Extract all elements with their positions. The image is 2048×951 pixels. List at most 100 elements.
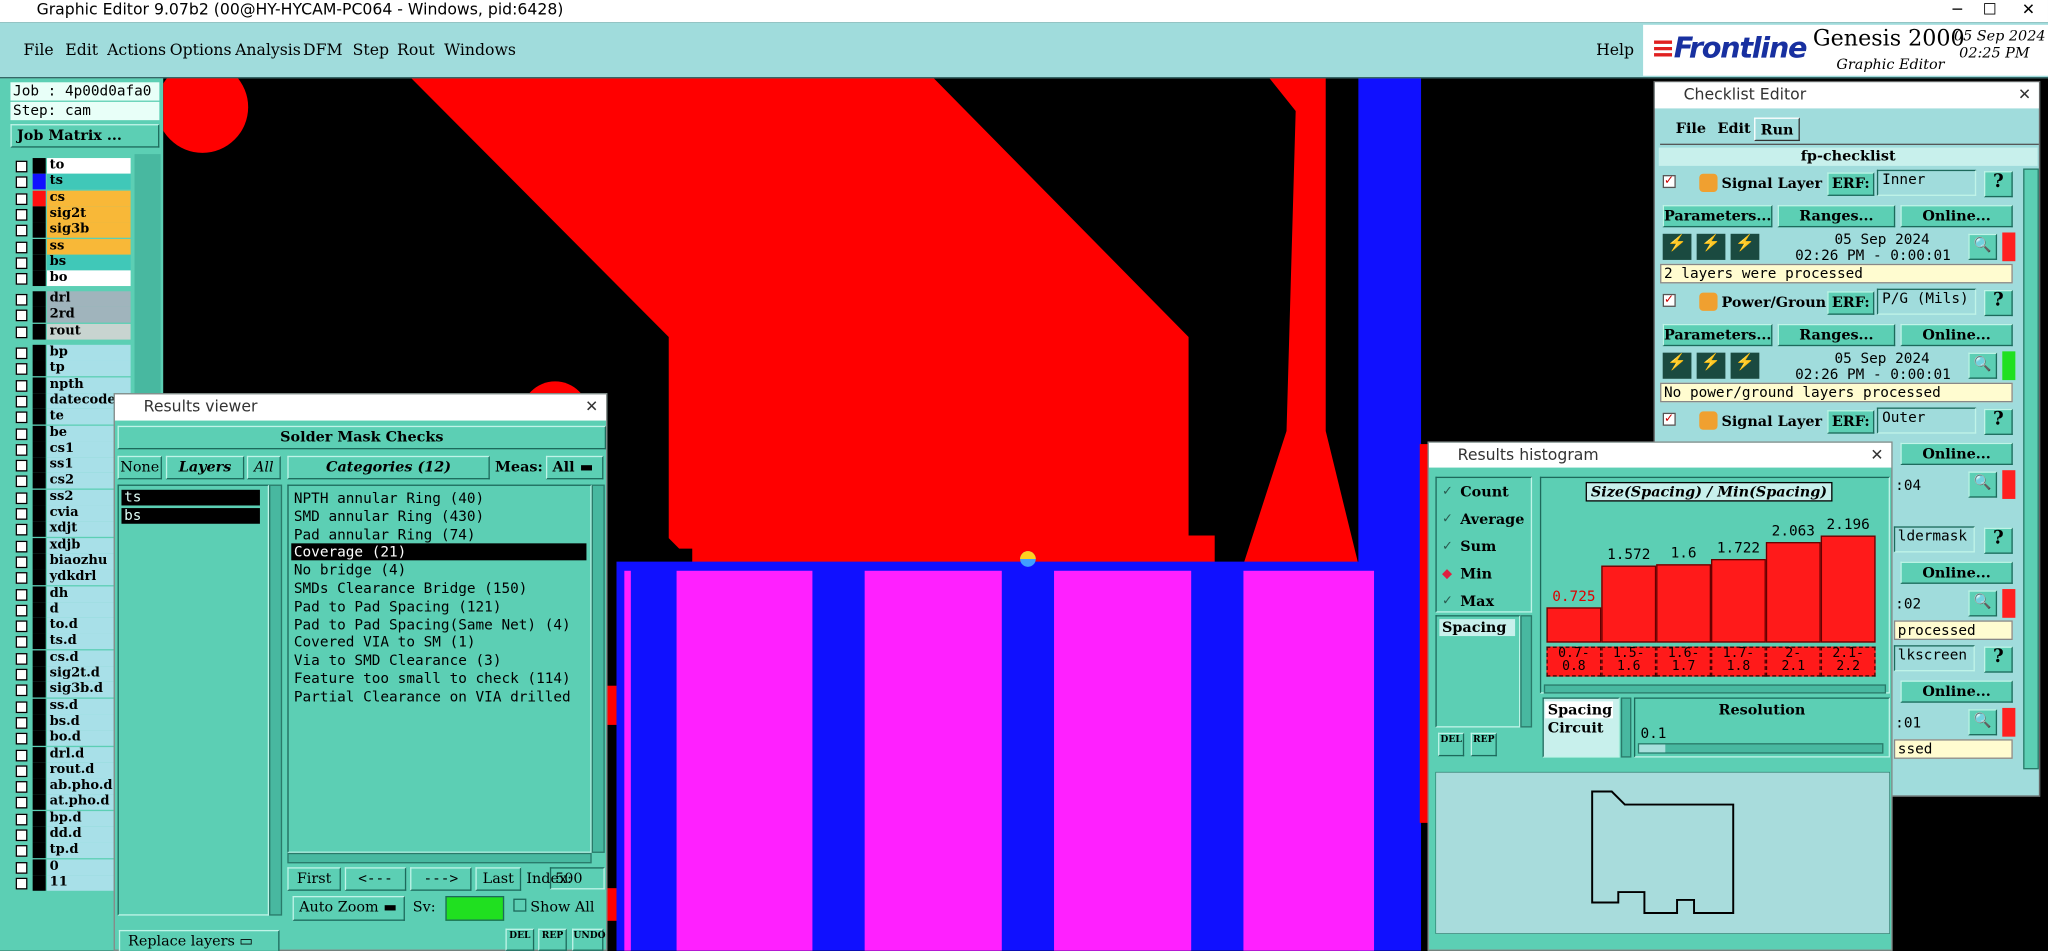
layer-checkbox[interactable]: [15, 604, 28, 617]
erf-button[interactable]: ERF:: [1827, 410, 1875, 434]
layers-button[interactable]: Layers: [165, 455, 245, 480]
replace-layers[interactable]: Replace layers ▭: [118, 929, 280, 951]
action-icon[interactable]: ⚡: [1730, 233, 1760, 260]
layer-name[interactable]: drl: [47, 291, 131, 307]
option[interactable]: Count: [1460, 483, 1509, 501]
online-button[interactable]: Online...: [1900, 680, 2013, 703]
menu-item[interactable]: Windows: [444, 40, 516, 59]
zoom-button[interactable]: 🔍: [1968, 471, 1998, 498]
layer-item[interactable]: ts: [121, 489, 260, 506]
layer-name[interactable]: sig3b: [47, 222, 131, 238]
layer-name[interactable]: sig2t: [47, 206, 131, 222]
layer-checkbox[interactable]: [15, 652, 28, 665]
help-button[interactable]: ?: [1983, 171, 2013, 198]
option[interactable]: Max: [1460, 592, 1495, 610]
layer-checkbox[interactable]: [15, 829, 28, 842]
category-item[interactable]: Pad to Pad Spacing(Same Net) (4): [293, 615, 571, 633]
layer-checkbox[interactable]: [15, 273, 28, 285]
category-item[interactable]: SMDs Clearance Bridge (150): [293, 579, 528, 597]
layer-checkbox[interactable]: [15, 176, 28, 189]
layer-name[interactable]: xdjt: [47, 521, 131, 538]
layer-name[interactable]: to.d: [47, 617, 131, 634]
layer-checkbox[interactable]: [15, 395, 28, 408]
layer-name[interactable]: ydkdrl: [47, 569, 131, 586]
menu-item[interactable]: DFM: [303, 40, 343, 59]
online-button[interactable]: Online...: [1900, 323, 2013, 347]
del-button[interactable]: DEL: [505, 928, 535, 951]
layer-checkbox[interactable]: [15, 309, 28, 322]
layer-name[interactable]: bo.d: [47, 730, 131, 747]
next-button[interactable]: --->: [410, 867, 472, 891]
layer-name[interactable]: to: [47, 158, 131, 174]
category-item[interactable]: Via to SMD Clearance (3): [293, 651, 502, 669]
layer-checkbox[interactable]: [15, 379, 28, 392]
first-button[interactable]: First: [287, 867, 341, 891]
layer-name[interactable]: 0: [47, 858, 131, 875]
menu-item[interactable]: Edit: [65, 40, 99, 59]
layer-name[interactable]: at.pho.d: [47, 794, 131, 811]
help-button[interactable]: ?: [1983, 646, 2013, 673]
layer-name[interactable]: ss2: [47, 489, 131, 506]
list-item[interactable]: Spacing: [1545, 701, 1614, 719]
measure-item[interactable]: Spacing: [1439, 619, 1516, 637]
layer-name[interactable]: tp: [47, 360, 131, 377]
layer-checkbox[interactable]: [15, 845, 28, 858]
layer-checkbox[interactable]: [15, 813, 28, 826]
help-button[interactable]: ?: [1983, 527, 2013, 554]
layer-checkbox[interactable]: [15, 781, 28, 793]
all-button[interactable]: All: [246, 455, 281, 480]
menu-item[interactable]: Analysis: [235, 40, 301, 59]
index-input[interactable]: 500: [549, 867, 605, 890]
layer-checkbox[interactable]: [15, 508, 28, 520]
layer-checkbox[interactable]: [15, 797, 28, 809]
layer-name[interactable]: drl.d: [47, 746, 131, 763]
layer-checkbox[interactable]: [15, 732, 28, 745]
layer-checkbox[interactable]: [15, 475, 28, 488]
layer-checkbox[interactable]: [15, 224, 28, 237]
item-check[interactable]: ✓: [1662, 293, 1676, 307]
layer-name[interactable]: 2rd: [47, 307, 131, 323]
erf-button[interactable]: ERF:: [1827, 172, 1875, 196]
layer-checkbox[interactable]: [15, 540, 28, 552]
category-item[interactable]: SMD annular Ring (430): [293, 507, 485, 525]
layer-name[interactable]: ss1: [47, 457, 131, 473]
category-item[interactable]: Covered VIA to SM (1): [293, 633, 476, 651]
menu-item[interactable]: File: [23, 40, 54, 59]
layer-name[interactable]: d: [47, 601, 131, 618]
layer-checkbox[interactable]: [15, 668, 28, 681]
layer-checkbox[interactable]: [15, 588, 28, 601]
layer-checkbox[interactable]: [15, 411, 28, 424]
header[interactable]: Solder Mask Checks: [117, 425, 607, 450]
layer-checkbox[interactable]: [15, 192, 28, 205]
parameters-button[interactable]: Parameters...: [1662, 323, 1773, 347]
layer-name[interactable]: rout: [47, 323, 131, 340]
erf-value[interactable]: Inner: [1876, 169, 1977, 196]
del-button[interactable]: DEL: [1438, 732, 1465, 757]
close[interactable]: ✕: [1870, 445, 1884, 464]
online-button[interactable]: Online...: [1900, 442, 2013, 465]
action-icon[interactable]: ⚡: [1662, 233, 1692, 260]
category-item[interactable]: Pad annular Ring (74): [293, 525, 476, 543]
layer-checkbox[interactable]: [15, 700, 28, 713]
layer-name[interactable]: dd.d: [47, 826, 131, 843]
checklist-menu-item[interactable]: Run: [1754, 117, 1801, 142]
meas-dropdown[interactable]: All ▬: [545, 455, 604, 480]
layer-checkbox[interactable]: [15, 443, 28, 456]
layer-checkbox[interactable]: [15, 765, 28, 777]
help-menu[interactable]: Help: [1596, 40, 1635, 59]
erf-button[interactable]: ERF:: [1827, 291, 1875, 315]
layer-name[interactable]: datecode-: [47, 392, 131, 409]
category-item[interactable]: Partial Clearance on VIA drilled: [293, 688, 571, 706]
layer-checkbox[interactable]: [15, 572, 28, 585]
layer-name[interactable]: npth: [47, 376, 131, 393]
layer-name[interactable]: bp.d: [47, 810, 131, 827]
sv-color[interactable]: [445, 895, 505, 921]
layer-name[interactable]: be: [47, 425, 131, 441]
layer-name[interactable]: rout.d: [47, 762, 131, 779]
layer-checkbox[interactable]: [15, 459, 28, 472]
option[interactable]: Average: [1460, 510, 1525, 528]
layer-name[interactable]: xdjb: [47, 537, 131, 554]
layer-checkbox[interactable]: [15, 636, 28, 649]
close[interactable]: ✕: [585, 397, 599, 416]
layer-checkbox[interactable]: [15, 427, 28, 440]
